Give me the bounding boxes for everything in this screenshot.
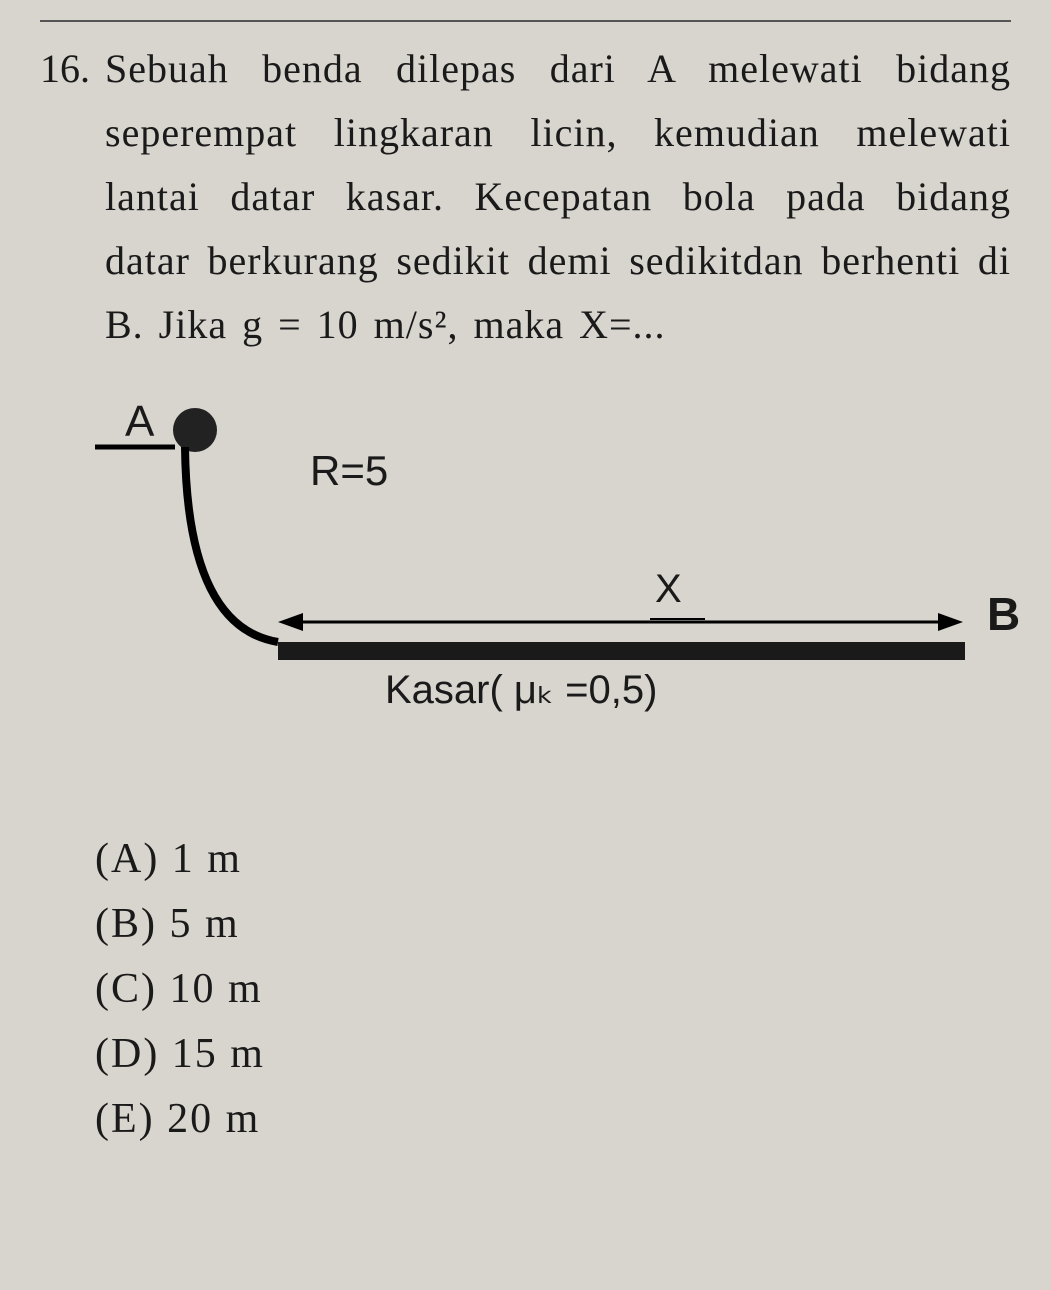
option-d: (D) 15 m — [95, 1022, 1011, 1087]
question-number: 16. — [40, 37, 90, 101]
arrow-right-icon — [938, 613, 963, 631]
label-point-a: A — [125, 397, 154, 447]
option-c: (C) 10 m — [95, 957, 1011, 1022]
option-e: (E) 20 m — [95, 1087, 1011, 1152]
arrow-left-icon — [278, 613, 303, 631]
label-distance-x: X — [655, 567, 682, 612]
option-b: (B) 5 m — [95, 892, 1011, 957]
label-radius: R=5 — [310, 447, 388, 495]
ball-icon — [173, 408, 217, 452]
quarter-circle-curve — [185, 447, 278, 642]
physics-diagram: A R=5 X B Kasar( μₖ =0,5) — [95, 397, 995, 757]
label-rough-surface: Kasar( μₖ =0,5) — [385, 667, 657, 713]
rough-surface — [278, 642, 965, 660]
option-a: (A) 1 m — [95, 827, 1011, 892]
label-point-b: B — [987, 587, 1020, 641]
question-text: Sebuah benda dilepas dari A melewati bid… — [105, 37, 1011, 357]
answer-options: (A) 1 m (B) 5 m (C) 10 m (D) 15 m (E) 20… — [95, 827, 1011, 1152]
